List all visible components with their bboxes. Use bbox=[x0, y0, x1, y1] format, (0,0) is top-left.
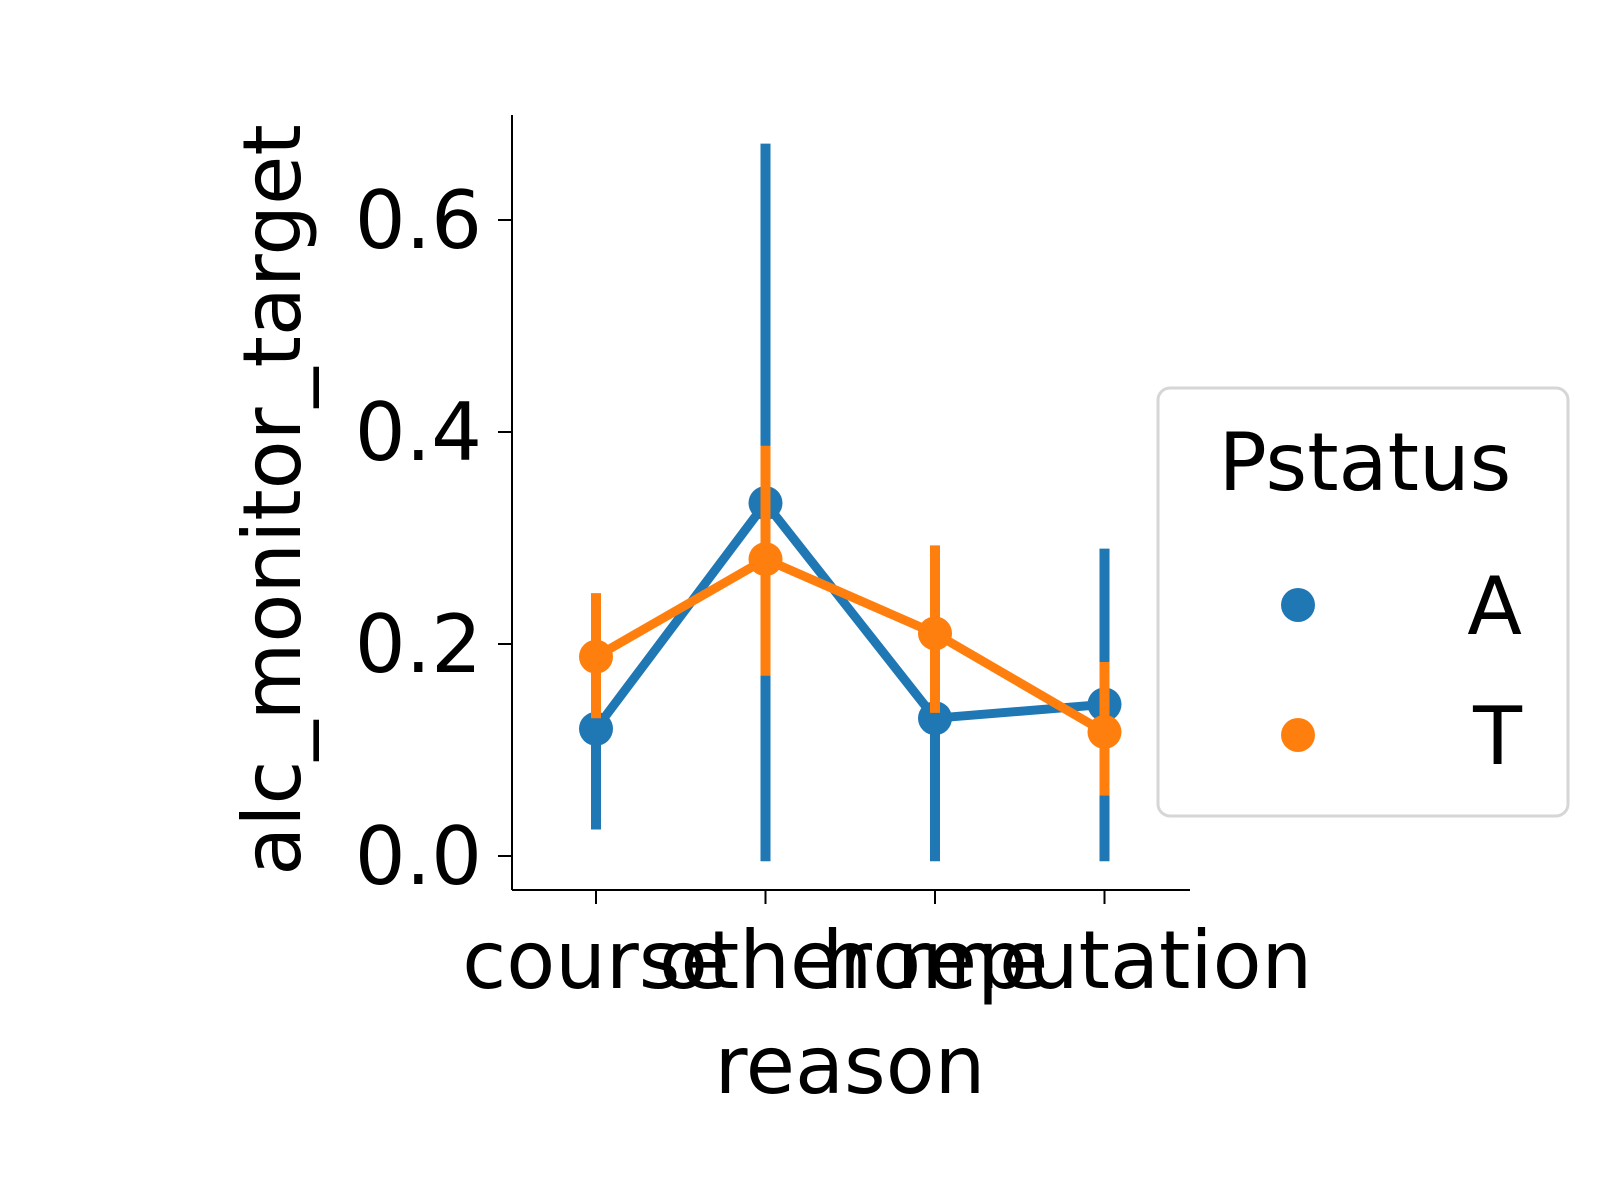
data-point bbox=[579, 639, 613, 674]
series-line bbox=[592, 498, 1105, 732]
data-point bbox=[748, 542, 783, 577]
series-layer bbox=[579, 143, 1122, 862]
data-point bbox=[1087, 714, 1122, 749]
legend-items: AT bbox=[1281, 560, 1523, 783]
x-tick-label: home bbox=[822, 914, 1049, 1007]
legend-box bbox=[1156, 386, 1570, 818]
y-tick-label: 0.4 bbox=[355, 386, 482, 479]
legend: Pstatus AT bbox=[1156, 386, 1570, 818]
legend-label: A bbox=[1467, 560, 1522, 653]
y-ticks: 0.0 0.2 0.4 0.6 bbox=[355, 174, 512, 903]
series-A bbox=[579, 143, 1122, 862]
y-axis-label: alc_monitor_target bbox=[226, 124, 319, 875]
series-T bbox=[579, 445, 1122, 796]
y-tick-label: 0.2 bbox=[355, 598, 482, 691]
legend-marker bbox=[1281, 588, 1315, 622]
legend-title: Pstatus bbox=[1219, 416, 1512, 509]
y-tick-label: 0.6 bbox=[355, 174, 482, 267]
x-tick-label: reputation bbox=[897, 914, 1312, 1007]
legend-label: T bbox=[1472, 690, 1523, 783]
y-tick-label: 0.0 bbox=[355, 810, 482, 903]
data-point bbox=[579, 711, 613, 746]
series-line bbox=[593, 554, 1107, 736]
x-tick-label: course bbox=[462, 914, 729, 1007]
data-point bbox=[918, 616, 952, 651]
data-point bbox=[918, 701, 952, 736]
legend-marker bbox=[1281, 718, 1315, 752]
x-axis-label: reason bbox=[715, 1019, 986, 1112]
x-tick-label: other bbox=[659, 914, 872, 1007]
